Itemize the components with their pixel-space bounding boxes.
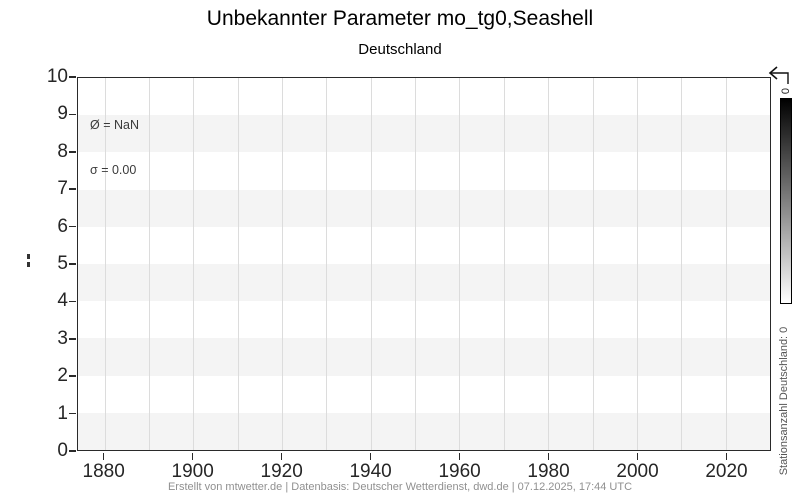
y-tick [69,263,76,265]
x-tick [547,452,550,460]
stats-annotation: Ø = NaN σ = 0.00 [90,88,139,208]
y-tick [69,338,76,340]
x-tick-label: 1880 [82,461,125,482]
x-tick-label: 1940 [349,461,392,482]
gridline [503,78,505,450]
band-stripe [78,115,770,153]
plot-area: Ø = NaN σ = 0.00 [77,77,771,451]
colorbar-tick-label: 0 [780,87,792,95]
y-tick [69,450,76,452]
x-tick [280,452,283,460]
y-tick-label: 2 [57,365,68,387]
y-tick-label: 10 [46,66,68,87]
y-tick-label: 0 [57,440,68,461]
x-tick [725,452,728,460]
gridline [193,78,195,450]
y-tick [69,113,76,116]
colorbar-axis-label: Stationsanzahl Deutschland: 0 [778,326,790,476]
gridline [725,78,727,450]
x-tick [191,452,194,460]
gridline [237,78,239,450]
gridline [415,78,417,450]
gridline [326,78,328,450]
y-tick-label: 4 [57,290,68,312]
colorbar-arrow-icon [768,66,789,84]
x-tick [369,452,372,460]
band-stripe [78,338,770,376]
mean-value-text: Ø = NaN [90,118,139,132]
y-axis-label-fragment [27,254,30,270]
gridline [548,78,550,450]
gridline [148,78,150,450]
y-tick-label: 8 [57,140,68,162]
y-tick-label: 7 [57,178,68,200]
x-tick-label: 1900 [171,461,214,482]
x-tick-label: 1920 [260,461,303,482]
y-tick-label: 1 [57,402,68,424]
y-tick [69,151,76,153]
x-tick-label: 1960 [438,461,481,482]
gridline [282,78,284,450]
y-tick [69,76,76,78]
gridline [104,78,106,450]
band-stripe [78,189,770,227]
std-value-text: σ = 0.00 [90,163,137,177]
credit-footer: Erstellt von mtwetter.de | Datenbasis: D… [167,481,633,493]
y-tick [69,300,76,303]
chart-title: Unbekannter Parameter mo_tg0,Seashell [206,7,594,30]
gridline [681,78,683,450]
x-tick [102,452,105,460]
x-tick [636,452,639,460]
band-stripe [78,412,770,450]
y-tick-label: 5 [57,253,68,274]
gridline [459,78,461,450]
y-tick-label: 3 [57,327,68,349]
gridline [636,78,638,450]
x-tick-label: 1980 [527,461,570,482]
x-tick-label: 2000 [616,461,659,482]
chart-subtitle: Deutschland [358,41,442,58]
y-tick [69,188,76,190]
x-tick [458,452,461,460]
band-stripe [78,264,770,302]
y-tick [69,375,76,377]
gridline [370,78,372,450]
y-tick-label: 9 [57,103,68,125]
y-tick-label: 6 [57,215,68,237]
y-tick [69,225,76,228]
colorbar [780,98,792,304]
gridline [592,78,594,450]
y-tick [69,412,76,415]
x-tick-label: 2020 [705,461,748,482]
